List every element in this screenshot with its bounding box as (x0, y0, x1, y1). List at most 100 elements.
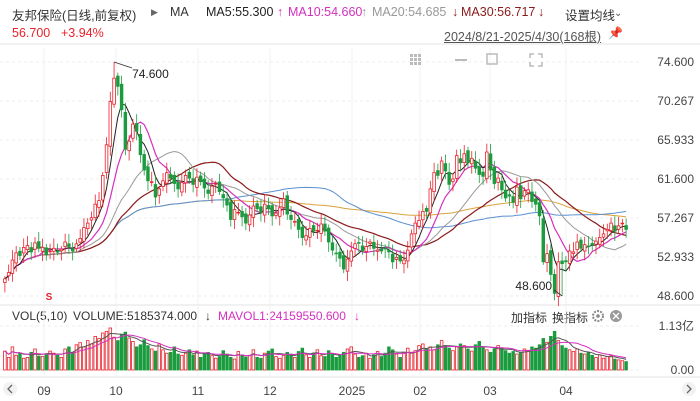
volume-bar (530, 346, 534, 371)
volume-bar (187, 349, 192, 371)
volume-bar (616, 359, 621, 371)
candle-body (33, 242, 37, 250)
x-tick-label: 2025 (339, 384, 366, 398)
candle-body (409, 233, 414, 248)
add-indicator-button[interactable]: 加指标 (511, 311, 548, 325)
candle-body (349, 250, 353, 262)
volume-bar (127, 337, 131, 371)
volume-bar (108, 327, 113, 371)
ma-label[interactable]: MA (170, 5, 189, 19)
candle-body (375, 249, 380, 252)
volume-bar (33, 348, 37, 371)
maximize-icon[interactable] (529, 53, 543, 67)
candle-body (526, 189, 530, 194)
candle-body (436, 170, 440, 176)
candle-body (55, 250, 60, 253)
x-tick-label: 04 (559, 384, 573, 398)
volume-bar (567, 349, 572, 371)
volume-bar (10, 346, 15, 371)
ma30-arrow2-icon: ↓ (538, 5, 545, 19)
volume-bar (21, 357, 26, 371)
volume-bar (131, 341, 135, 371)
candle-body (112, 77, 116, 105)
candle-body (97, 200, 101, 208)
ma-settings-button[interactable]: 设置均线 (565, 9, 616, 23)
scroll-right-icon[interactable] (682, 382, 696, 396)
volume-bar (168, 351, 173, 371)
candle-body (131, 123, 135, 139)
volume-bar (308, 356, 312, 371)
candle-body (473, 160, 478, 169)
high-pointer (113, 61, 133, 69)
candle-body (70, 248, 75, 252)
close-icon[interactable] (610, 310, 622, 322)
date-range[interactable]: 2024/8/21-2025/4/30(168根) (444, 30, 602, 44)
candle-body (439, 160, 444, 174)
scroll-left-icon[interactable] (3, 382, 17, 396)
ma20-line (4, 150, 627, 280)
volume-bar (259, 357, 263, 371)
candle-body (372, 241, 376, 249)
chevron-down-icon[interactable]: ⌄ (614, 8, 623, 19)
candle-body (67, 243, 71, 247)
volume-bar (25, 356, 30, 371)
volume-bar (198, 356, 203, 371)
volume-bar (439, 340, 444, 371)
candle-body (575, 241, 579, 251)
volume-bar (281, 354, 286, 371)
candle-body (364, 246, 369, 252)
chart-header: 友邦保险(日线,前复权) ▶ MA MA5:55.300 ↑ MA10:54.6… (0, 0, 700, 24)
volume-bar (323, 356, 327, 371)
gear-icon[interactable] (592, 310, 604, 322)
candle-body (14, 252, 18, 264)
pin-icon[interactable]: 📌 (608, 26, 623, 40)
play-icon[interactable]: ▶ (151, 7, 158, 17)
price-tick-label: 70.267 (657, 94, 694, 108)
volume-bar (225, 353, 229, 371)
volume-bar (413, 350, 417, 371)
volume-bar (150, 348, 154, 371)
volume-bar (605, 356, 610, 371)
volume-bar (14, 354, 18, 371)
volume-bar (146, 345, 150, 371)
switch-indicator-button[interactable]: 换指标 (552, 311, 589, 325)
volume-bar (74, 344, 79, 371)
grid-icon[interactable] (410, 54, 421, 65)
volume-bar (564, 347, 568, 371)
volume-bar (582, 353, 587, 371)
mavol10-line (4, 334, 627, 359)
volume-bar (477, 341, 481, 371)
volume-bar (357, 356, 361, 371)
candle-body (616, 225, 621, 230)
volume-bar (594, 356, 598, 371)
candle-body (515, 186, 519, 206)
candle-body (443, 163, 448, 172)
volume-tick-label: 0.00 (671, 363, 695, 377)
candle-body (229, 201, 233, 220)
volume-bar (409, 352, 414, 371)
ma5-value: MA5:55.300 (206, 5, 274, 19)
candle-body (153, 184, 158, 198)
candle-body (187, 171, 192, 179)
volume-bar (353, 353, 357, 371)
ma10-value: MA10:54.660 (288, 5, 363, 19)
volume-bar (511, 351, 515, 371)
candle-body (82, 227, 86, 242)
volume-bar (383, 352, 387, 371)
candle-body (620, 222, 625, 225)
price-row: 56.700 +3.94% 2024/8/21-2025/4/30(168根) … (0, 24, 700, 44)
volume-bar (18, 352, 22, 371)
candle-body (52, 247, 56, 252)
square-icon[interactable] (486, 53, 498, 65)
volume-bar (85, 340, 90, 371)
candle-body (470, 157, 474, 165)
x-tick-label: 02 (413, 384, 427, 398)
volume-bar (398, 356, 402, 371)
volume-bar (3, 350, 7, 371)
candle-body (251, 205, 256, 218)
volume-bar (552, 330, 557, 371)
volume-bar (549, 335, 553, 371)
price-tick-label: 61.600 (657, 172, 694, 186)
candle-body (244, 213, 248, 224)
